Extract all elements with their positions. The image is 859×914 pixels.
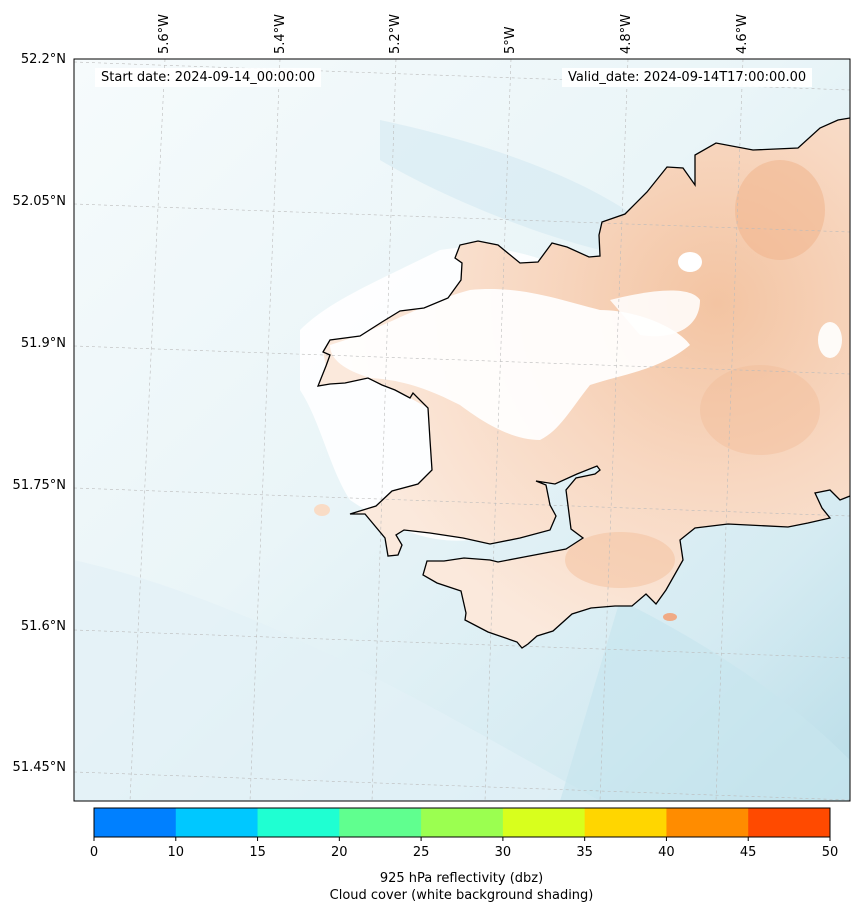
colorbar-tick-label: 35 bbox=[576, 845, 593, 860]
colorbar-segment bbox=[175, 808, 259, 837]
lon-label: 4.6°W bbox=[735, 13, 750, 54]
colorbar-tick-label: 50 bbox=[821, 845, 839, 860]
colorbar-frame bbox=[93, 807, 831, 838]
cloud-cover-area bbox=[678, 252, 702, 272]
colorbar-tick-label: 30 bbox=[494, 845, 512, 860]
lon-label: 5.6°W bbox=[157, 13, 172, 54]
colorbar-segment bbox=[666, 808, 749, 837]
reflectivity-patch bbox=[314, 504, 330, 516]
colorbar-tick-label: 45 bbox=[739, 845, 757, 860]
colorbar-tick-label: 10 bbox=[167, 845, 185, 860]
lat-label: 51.45°N bbox=[12, 760, 66, 775]
colorbar-tick-label: 40 bbox=[658, 845, 675, 860]
lon-label: 5.4°W bbox=[273, 13, 288, 54]
colorbar-tick-label: 25 bbox=[412, 845, 430, 860]
colorbar bbox=[93, 807, 831, 841]
cloud-cover-area bbox=[818, 322, 842, 358]
lat-label: 51.75°N bbox=[12, 478, 66, 493]
colorbar-segment bbox=[748, 808, 831, 837]
reflectivity-patch bbox=[735, 160, 825, 260]
colorbar-tick-label: 20 bbox=[331, 845, 348, 860]
start-date-label: Start date: 2024-09-14_00:00:00 bbox=[95, 68, 322, 87]
colorbar-segment bbox=[502, 808, 586, 837]
lon-label: 4.8°W bbox=[619, 13, 634, 54]
gridlines bbox=[74, 59, 850, 801]
valid-date-label: Valid_date: 2024-09-14T17:00:00.00 bbox=[562, 68, 813, 87]
ocean-shading-band bbox=[74, 560, 600, 801]
colorbar-label: 925 hPa reflectivity (dbz) bbox=[379, 871, 544, 886]
colorbar-segment bbox=[421, 808, 504, 837]
cloud-cover-area bbox=[610, 290, 700, 337]
coastline bbox=[316, 117, 850, 649]
colorbar-segment bbox=[257, 808, 340, 837]
ocean-shading-band bbox=[380, 120, 640, 250]
lat-label: 52.2°N bbox=[20, 52, 66, 67]
lat-label: 51.9°N bbox=[20, 336, 66, 351]
reflectivity-patch bbox=[565, 532, 675, 588]
colorbar-sublabel: Cloud cover (white background shading) bbox=[329, 888, 594, 903]
lon-label: 5°W bbox=[503, 26, 518, 54]
lat-label: 51.6°N bbox=[20, 619, 66, 634]
colorbar-tick-label: 15 bbox=[249, 845, 266, 860]
colorbar-tick-label: 0 bbox=[89, 845, 99, 860]
colorbar-segment bbox=[94, 808, 177, 837]
lon-label: 5.2°W bbox=[388, 13, 403, 54]
cloud-cover-area bbox=[330, 289, 690, 440]
reflectivity-patch bbox=[663, 613, 677, 621]
colorbar-segment bbox=[339, 808, 422, 837]
lat-label: 52.05°N bbox=[12, 194, 66, 209]
map-frame bbox=[73, 58, 851, 802]
reflectivity-patch bbox=[700, 365, 820, 455]
colorbar-segment bbox=[584, 808, 667, 837]
